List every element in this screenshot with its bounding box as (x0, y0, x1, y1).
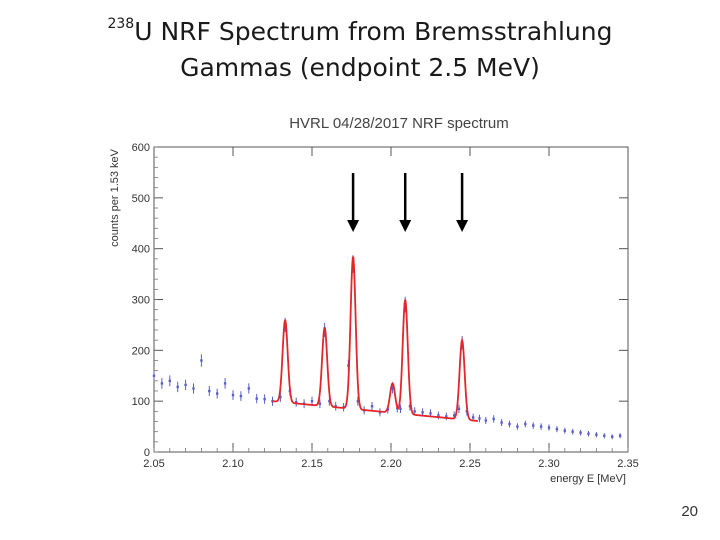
data-point (152, 374, 156, 377)
data-point (223, 382, 227, 385)
data-point (587, 432, 590, 435)
data-point (516, 425, 519, 428)
data-point (457, 407, 461, 410)
data-point (555, 427, 559, 431)
data-point (611, 435, 614, 438)
data-point (192, 387, 195, 390)
data-point (484, 419, 487, 422)
data-point (255, 397, 258, 400)
data-point (471, 416, 475, 419)
data-point (310, 399, 314, 403)
data-point (334, 405, 337, 408)
data-point (247, 387, 250, 390)
data-point (524, 422, 527, 426)
data-point (571, 430, 574, 433)
data-point (216, 392, 219, 395)
data-point (603, 434, 606, 437)
data-point (328, 399, 331, 403)
data-point (176, 385, 179, 389)
data-point (263, 397, 266, 401)
data-point (168, 379, 171, 383)
data-point (478, 417, 481, 420)
x-tick-label: 2.30 (538, 458, 559, 470)
data-point (437, 414, 440, 417)
y-tick-label: 100 (132, 396, 150, 408)
data-point (318, 402, 322, 405)
data-point (579, 431, 582, 434)
data-point (445, 415, 448, 418)
data-point (500, 421, 503, 424)
slide-title-line1: 238U NRF Spectrum from Bremsstrahlung (40, 14, 680, 50)
data-point (595, 433, 598, 436)
data-point (408, 405, 412, 408)
x-tick-label: 2.15 (301, 458, 322, 470)
peak-arrow-head (347, 220, 360, 232)
x-tick-label: 2.35 (617, 458, 638, 470)
slide-page-number: 20 (681, 503, 698, 520)
slide-title-line1-text: U NRF Spectrum from Bremsstrahlung (134, 17, 613, 46)
data-point (356, 399, 360, 403)
y-tick-label: 400 (132, 244, 150, 256)
y-tick-label: 0 (144, 447, 150, 459)
y-tick-label: 500 (132, 193, 150, 205)
data-point (429, 412, 432, 415)
x-tick-label: 2.20 (380, 458, 401, 470)
data-point (370, 405, 374, 408)
data-point (160, 382, 164, 385)
peak-arrow-head (399, 220, 412, 232)
x-tick-label: 2.05 (143, 458, 164, 470)
y-tick-label: 600 (132, 142, 150, 154)
x-tick-label: 2.10 (222, 458, 243, 470)
y-tick-label: 300 (132, 295, 150, 307)
data-point (239, 394, 243, 398)
data-point (231, 393, 235, 397)
data-point (413, 410, 416, 413)
data-point (539, 425, 543, 428)
data-point (184, 383, 187, 387)
data-point (618, 434, 622, 437)
data-point (563, 429, 566, 432)
data-point (532, 424, 535, 427)
data-point (453, 414, 456, 417)
data-point (547, 426, 551, 429)
data-point (295, 400, 298, 404)
plot-frame (153, 146, 629, 453)
peak-arrow-head (456, 220, 469, 232)
data-point (279, 395, 282, 399)
isotope-mass-number: 238 (107, 16, 135, 32)
slide-title: 238U NRF Spectrum from Bremsstrahlung Ga… (40, 14, 680, 86)
chart-title: HVRL 04/28/2017 NRF spectrum (289, 115, 509, 132)
x-tick-label: 2.25 (459, 458, 480, 470)
x-axis-title: energy E [MeV] (550, 473, 626, 485)
data-point (391, 387, 394, 390)
fit-curve (272, 256, 478, 422)
data-point (492, 417, 495, 421)
data-point (208, 389, 211, 393)
data-point (399, 407, 402, 410)
y-tick-label: 200 (132, 345, 150, 357)
data-point (508, 422, 511, 426)
data-point (421, 411, 424, 414)
slide-title-line2: Gammas (endpoint 2.5 MeV) (180, 53, 540, 82)
data-point (271, 399, 274, 403)
data-point (200, 359, 203, 362)
y-axis-title: counts per 1.53 keV (109, 148, 121, 247)
